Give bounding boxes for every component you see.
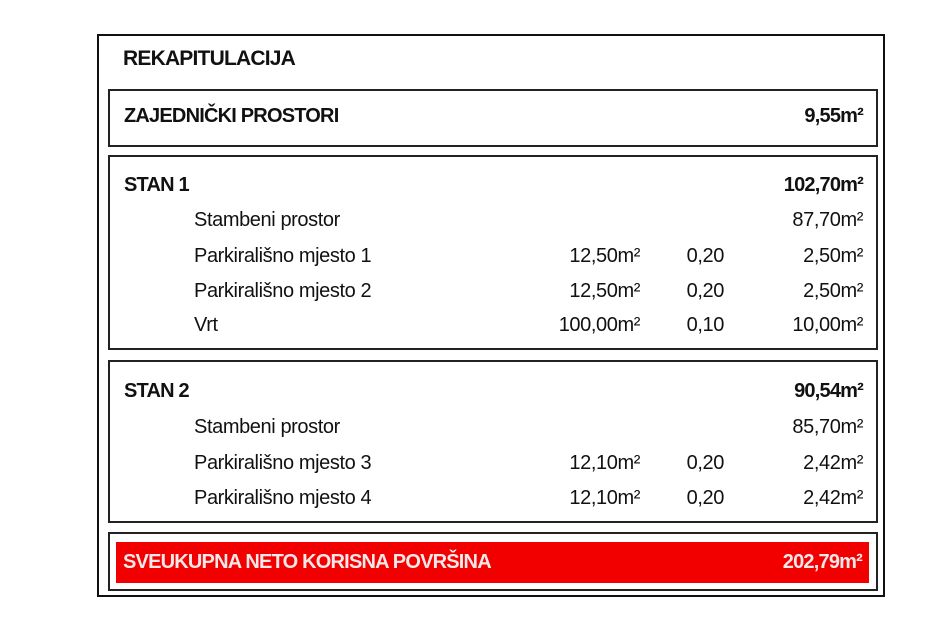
item-label: Parkirališno mjesto 4 <box>194 487 372 509</box>
grand-total-value: 202,79m² <box>782 551 863 573</box>
table-row: Parkirališno mjesto 1 12,50m² 0,20 2,50m… <box>110 245 876 275</box>
common-spaces-label: ZAJEDNIČKI PROSTORI <box>124 105 339 127</box>
page-title: REKAPITULACIJA <box>123 47 296 70</box>
grand-total-section <box>108 532 878 591</box>
unit-label: STAN 2 <box>124 380 190 402</box>
unit-header: STAN 1 102,70m² <box>110 174 876 204</box>
item-value: 2,42m² <box>803 487 863 509</box>
item-value: 2,42m² <box>803 452 863 474</box>
item-label: Vrt <box>194 314 218 336</box>
item-area: 12,10m² <box>569 452 640 474</box>
unit-1-section: STAN 1 102,70m² Stambeni prostor 87,70m²… <box>108 155 878 350</box>
item-value: 10,00m² <box>792 314 863 336</box>
grand-total-label: SVEUKUPNA NETO KORISNA POVRŠINA <box>123 551 492 573</box>
common-spaces-section: ZAJEDNIČKI PROSTORI 9,55m² <box>108 89 878 147</box>
summary-table <box>97 34 885 597</box>
table-row: Parkirališno mjesto 4 12,10m² 0,20 2,42m… <box>110 487 876 517</box>
item-coefficient: 0,20 <box>686 280 725 302</box>
table-row: Stambeni prostor 85,70m² <box>110 416 876 446</box>
item-area: 100,00m² <box>558 314 641 336</box>
item-label: Parkirališno mjesto 3 <box>194 452 372 474</box>
item-label: Stambeni prostor <box>194 416 340 438</box>
unit-label: STAN 1 <box>124 174 190 196</box>
common-spaces-value: 9,55m² <box>804 105 863 127</box>
table-row: Parkirališno mjesto 3 12,10m² 0,20 2,42m… <box>110 452 876 482</box>
item-value: 87,70m² <box>792 209 863 231</box>
item-label: Stambeni prostor <box>194 209 340 231</box>
unit-total: 90,54m² <box>794 380 864 402</box>
item-coefficient: 0,20 <box>686 452 725 474</box>
item-area: 12,50m² <box>569 280 640 302</box>
item-area: 12,50m² <box>569 245 640 267</box>
item-label: Parkirališno mjesto 1 <box>194 245 372 267</box>
item-value: 85,70m² <box>792 416 863 438</box>
item-label: Parkirališno mjesto 2 <box>194 280 372 302</box>
table-row: Vrt 100,00m² 0,10 10,00m² <box>110 314 876 344</box>
grand-total-row: SVEUKUPNA NETO KORISNA POVRŠINA 202,79m² <box>116 542 869 583</box>
table-row: Parkirališno mjesto 2 12,50m² 0,20 2,50m… <box>110 280 876 310</box>
item-area: 12,10m² <box>569 487 640 509</box>
unit-total: 102,70m² <box>783 174 864 196</box>
item-value: 2,50m² <box>803 280 863 302</box>
unit-header: STAN 2 90,54m² <box>110 380 876 410</box>
item-value: 2,50m² <box>803 245 863 267</box>
common-spaces-row: ZAJEDNIČKI PROSTORI 9,55m² <box>110 105 876 135</box>
item-coefficient: 0,20 <box>686 245 725 267</box>
item-coefficient: 0,20 <box>686 487 725 509</box>
unit-2-section: STAN 2 90,54m² Stambeni prostor 85,70m² … <box>108 360 878 523</box>
table-row: Stambeni prostor 87,70m² <box>110 209 876 239</box>
item-coefficient: 0,10 <box>686 314 725 336</box>
